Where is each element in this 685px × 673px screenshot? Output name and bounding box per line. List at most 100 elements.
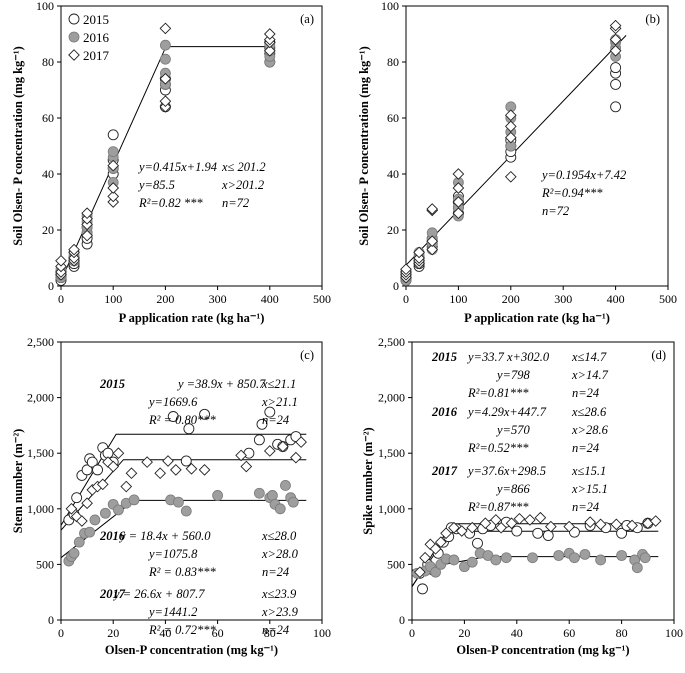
year-label: 2016 (431, 405, 458, 419)
fit-condition: x≤28.6 (571, 405, 607, 419)
x-tick-label: 500 (659, 292, 677, 306)
data-point (616, 550, 627, 561)
data-point (113, 504, 124, 516)
chart-panel-d: 0 20 40 60 80 100 0 500 1,000 1,500 2,000 2,500 Olse… (361, 335, 683, 657)
y-tick-label: 1,500 (378, 446, 405, 460)
data-point (413, 246, 425, 259)
x-tick-label: 80 (264, 626, 276, 640)
x-tick-label: 400 (261, 292, 279, 306)
data-point (256, 418, 268, 430)
fit-equation: R²=0.81*** (467, 386, 529, 400)
data-point (173, 496, 184, 508)
data-point (579, 548, 591, 560)
data-point (639, 552, 651, 564)
data-point (263, 445, 276, 457)
data-point (448, 554, 460, 566)
data-point (430, 566, 441, 578)
y-tick-label: 20 (42, 223, 54, 237)
fit-line (60, 459, 307, 531)
data-point (267, 490, 278, 501)
x-tick-label: 60 (212, 626, 224, 640)
data-point (107, 460, 120, 473)
data-point (542, 530, 554, 541)
data-point (452, 168, 465, 180)
data-point (162, 455, 174, 467)
data-point (68, 243, 80, 256)
y-tick-label: 60 (42, 111, 54, 125)
year-label: 2017 (99, 587, 126, 601)
data-point (290, 451, 302, 464)
y-tick-label: 0 (48, 613, 54, 627)
y-tick-label: 40 (387, 167, 399, 181)
y-tick-label: 80 (42, 55, 54, 69)
series-2017 (55, 22, 276, 281)
fit-condition: x>28.6 (571, 423, 609, 437)
x-tick-label: 200 (156, 292, 174, 306)
data-point (504, 109, 517, 122)
fit-condition: x≤ 201.2 (221, 160, 266, 174)
legend-marker (68, 49, 80, 61)
legend-marker (68, 31, 80, 43)
data-point (68, 547, 80, 559)
data-point (70, 510, 83, 523)
fit-equation: R²=0.87*** (467, 500, 529, 514)
data-point (73, 536, 85, 548)
data-point (198, 464, 211, 476)
year-label: 2015 (431, 350, 457, 364)
y-tick-label: 60 (387, 111, 399, 125)
data-point (159, 95, 172, 108)
data-point (610, 62, 622, 74)
x-tick-label: 300 (209, 292, 227, 306)
data-point (609, 33, 622, 46)
y-axis-label: Stem number (m⁻²) (11, 429, 25, 534)
data-point (99, 507, 111, 519)
x-tick-label: 80 (616, 626, 628, 640)
data-point (89, 514, 101, 526)
x-axis-label: Olsen-P concentration (mg kg⁻¹) (105, 643, 278, 657)
fit-equation: y=1441.2 (147, 605, 197, 619)
x-tick-label: 60 (563, 626, 575, 640)
data-point (65, 502, 78, 515)
data-point (505, 517, 518, 530)
y-axis-label: Soil Olsen- P concentration (mg kg⁻¹) (11, 46, 25, 246)
data-point (553, 550, 565, 561)
y-tick-label: 1,500 (27, 446, 54, 460)
data-point (287, 496, 299, 508)
data-point (472, 537, 483, 549)
year-label: 2015 (99, 377, 125, 391)
data-point (141, 456, 153, 468)
y-axis-label: Spike number (m⁻²) (361, 427, 375, 534)
data-point (426, 203, 439, 215)
series-2017 (414, 511, 662, 579)
data-point (107, 129, 119, 141)
fit-condition: x≤15.1 (571, 464, 606, 478)
fit-condition: x>15.1 (571, 482, 608, 496)
y-tick-label: 1,000 (378, 502, 405, 516)
data-point (534, 511, 547, 524)
data-point (280, 480, 291, 491)
data-point (490, 514, 502, 526)
data-point (76, 515, 88, 527)
fit-equation: R²=0.94*** (541, 186, 603, 200)
data-point (240, 460, 253, 473)
panel-label: (d) (651, 348, 666, 362)
data-point (495, 521, 507, 534)
x-tick-label: 20 (107, 626, 119, 640)
data-point (424, 538, 437, 551)
y-tick-label: 100 (381, 0, 399, 13)
fit-equation: y=33.7 x+302.0 (466, 350, 550, 364)
y-tick-label: 100 (36, 0, 54, 13)
fit-equation: y=4.29x+447.7 (466, 405, 547, 419)
data-point (274, 503, 286, 515)
panel-label: (a) (300, 12, 314, 26)
data-point (253, 434, 265, 446)
x-tick-label: 100 (313, 626, 331, 640)
fit-equation: y=570 (495, 423, 530, 437)
data-point (55, 254, 67, 267)
panel-label: (b) (645, 12, 660, 26)
fit-condition: n=24 (262, 623, 289, 637)
legend-label: 2016 (83, 30, 110, 45)
data-point (504, 170, 517, 183)
fit-equation: y=0.1954x+7.42 (540, 168, 626, 182)
fit-equation: y=866 (495, 482, 530, 496)
